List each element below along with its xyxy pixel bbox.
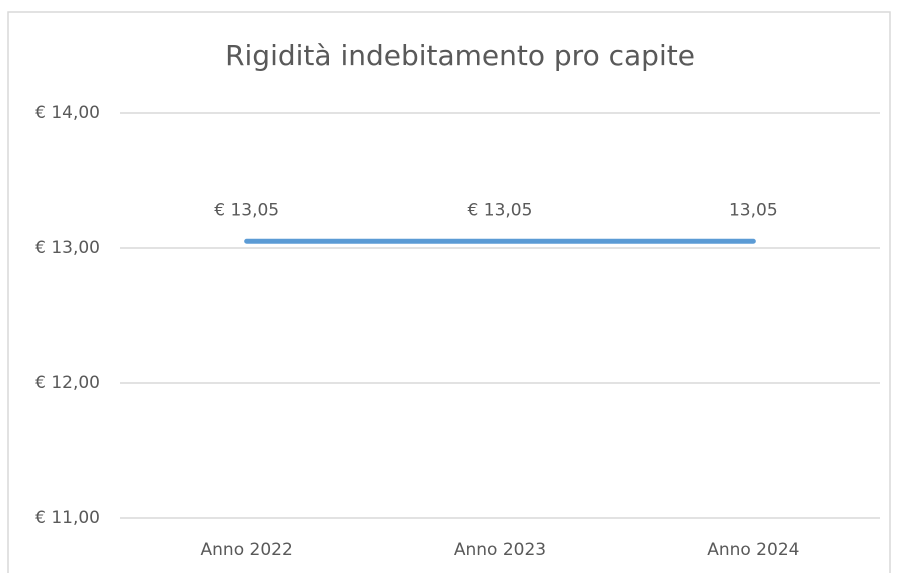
y-tick-label: € 11,00 [35,508,100,528]
chart-frame [7,11,891,573]
data-label: 13,05 [729,200,778,220]
y-tick-label: € 13,00 [35,238,100,258]
x-tick-label: Anno 2024 [707,540,799,560]
x-tick-label: Anno 2022 [201,540,293,560]
data-label: € 13,05 [214,200,279,220]
y-tick-label: € 14,00 [35,103,100,123]
data-label: € 13,05 [468,200,533,220]
x-tick-label: Anno 2023 [454,540,546,560]
y-tick-label: € 12,00 [35,373,100,393]
chart-title: Rigidità indebitamento pro capite [225,39,695,72]
